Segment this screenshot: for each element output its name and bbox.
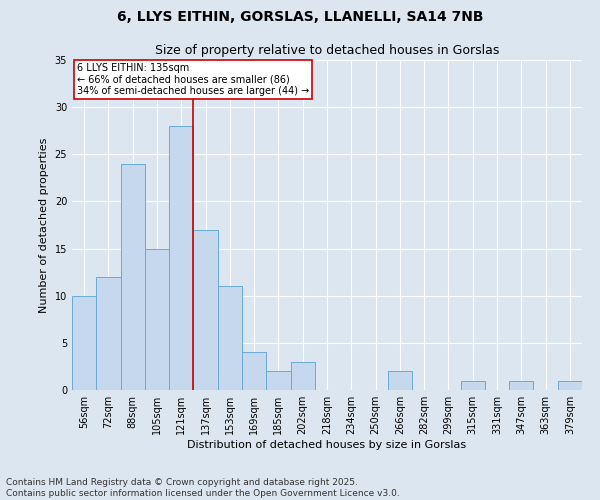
Bar	[290, 362, 315, 390]
Bar	[145, 248, 169, 390]
Bar	[461, 380, 485, 390]
Bar	[218, 286, 242, 390]
Bar	[242, 352, 266, 390]
Bar	[121, 164, 145, 390]
Bar	[96, 277, 121, 390]
Bar	[72, 296, 96, 390]
Y-axis label: Number of detached properties: Number of detached properties	[39, 138, 49, 312]
X-axis label: Distribution of detached houses by size in Gorslas: Distribution of detached houses by size …	[187, 440, 467, 450]
Bar	[509, 380, 533, 390]
Bar	[388, 371, 412, 390]
Text: Contains HM Land Registry data © Crown copyright and database right 2025.
Contai: Contains HM Land Registry data © Crown c…	[6, 478, 400, 498]
Bar	[266, 371, 290, 390]
Bar	[193, 230, 218, 390]
Text: 6, LLYS EITHIN, GORSLAS, LLANELLI, SA14 7NB: 6, LLYS EITHIN, GORSLAS, LLANELLI, SA14 …	[117, 10, 483, 24]
Bar	[558, 380, 582, 390]
Text: 6 LLYS EITHIN: 135sqm
← 66% of detached houses are smaller (86)
34% of semi-deta: 6 LLYS EITHIN: 135sqm ← 66% of detached …	[77, 64, 310, 96]
Bar	[169, 126, 193, 390]
Title: Size of property relative to detached houses in Gorslas: Size of property relative to detached ho…	[155, 44, 499, 58]
